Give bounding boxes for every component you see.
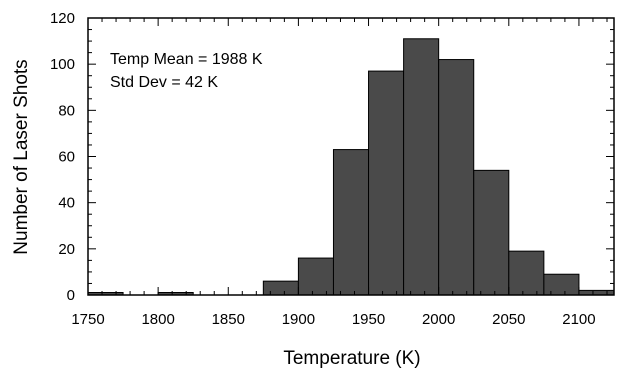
y-tick-label: 0 (67, 287, 75, 304)
histogram-bar (438, 59, 475, 296)
y-tick-label: 60 (58, 149, 75, 166)
x-tick-label: 1900 (282, 311, 315, 328)
annotation-mean: Temp Mean = 1988 K (110, 51, 263, 68)
x-tick-label: 1850 (212, 311, 245, 328)
x-tick-label: 2050 (492, 311, 525, 328)
histogram-bar (368, 70, 405, 296)
histogram-bar (297, 257, 334, 296)
ticks-group (87, 17, 614, 296)
y-tick-label: 40 (58, 195, 75, 212)
x-tick-label: 1950 (352, 311, 385, 328)
y-tick-label: 20 (58, 241, 75, 258)
histogram-bar (473, 169, 510, 296)
x-axis-label: Temperature (K) (283, 348, 420, 369)
x-tick-label: 1800 (141, 311, 174, 328)
annotation-std-dev: Std Dev = 42 K (110, 74, 218, 91)
y-tick-label: 100 (50, 56, 75, 73)
histogram-bar (543, 273, 580, 296)
y-tick-label: 120 (50, 10, 75, 27)
histogram-bar (262, 280, 299, 296)
x-tick-label: 2100 (562, 311, 595, 328)
histogram-bar (403, 38, 440, 296)
bars-group (87, 38, 615, 296)
y-axis-label: Number of Laser Shots (11, 59, 32, 254)
histogram-bar (332, 149, 370, 296)
x-tick-label: 1750 (71, 311, 104, 328)
y-tick-label: 80 (58, 102, 75, 119)
histogram-bar (508, 250, 545, 296)
x-tick-label: 2000 (422, 311, 455, 328)
tick-labels-group: 1750 1800 1850 1900 1950 2000 2050 2100 0 20 40 60 8… (50, 10, 596, 328)
